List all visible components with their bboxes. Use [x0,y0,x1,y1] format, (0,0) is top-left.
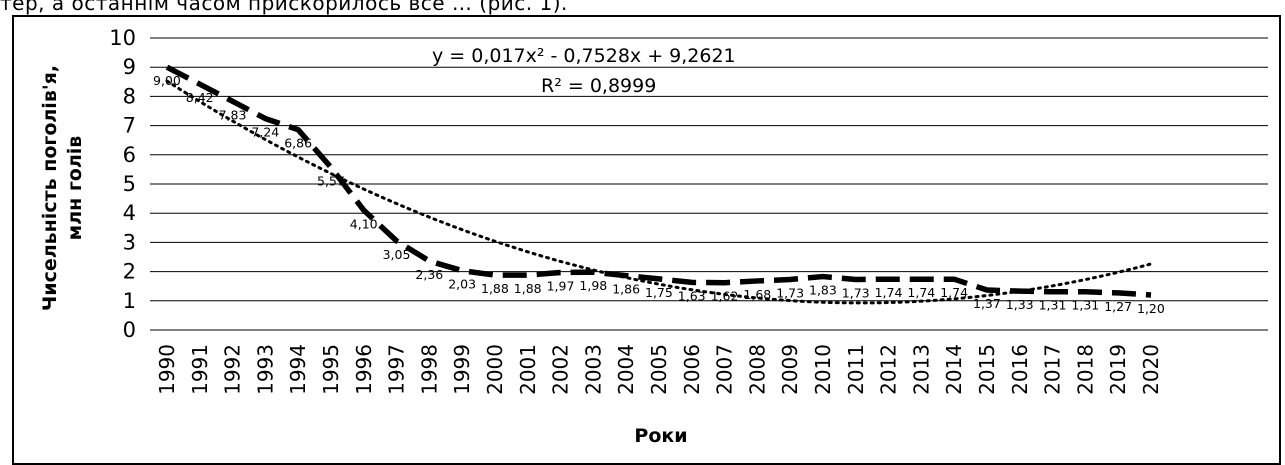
y-tick-label: 7 [123,114,136,138]
x-tick-label: 1997 [385,344,409,395]
y-axis-title-line1: Чисельність поголів'я, [39,65,61,311]
trendline-r-squared: R² = 0,8999 [541,75,656,97]
x-tick-label: 2010 [811,344,835,395]
x-tick-label: 2000 [483,344,507,395]
data-label: 7,83 [219,107,247,122]
data-label: 1,75 [645,285,673,300]
x-tick-label: 2011 [844,344,868,395]
data-label: 1,73 [776,285,804,300]
x-tick-label: 1991 [188,344,212,395]
data-label: 1,88 [514,281,542,296]
y-tick-label: 9 [123,55,136,79]
data-label: 1,74 [875,285,903,300]
data-label: 6,86 [284,136,312,151]
y-tick-label: 0 [123,318,136,342]
x-tick-label: 2005 [647,344,671,395]
x-tick-label: 2003 [581,344,605,395]
data-label: 1,86 [612,282,640,297]
data-label: 1,62 [711,289,739,304]
x-axis-title: Роки [634,425,687,447]
data-label: 1,33 [1006,297,1034,312]
x-tick-label: 2004 [614,344,638,395]
x-tick-label: 1994 [286,344,310,395]
x-tick-label: 2008 [745,344,769,395]
y-tick-label: 1 [123,289,136,313]
data-label: 1,68 [743,287,771,302]
data-label: 1,31 [1039,298,1067,313]
data-label: 1,74 [940,285,968,300]
x-tick-label: 1993 [253,344,277,395]
data-label: 4,10 [350,216,378,231]
x-tick-label: 2012 [877,344,901,395]
x-tick-label: 2020 [1139,344,1163,395]
data-label: 7,24 [251,125,279,140]
data-label: 1,74 [907,285,935,300]
y-tick-label: 2 [123,260,136,284]
data-label: 1,37 [973,296,1001,311]
x-axis-ticks: 1990 1991 1992 1993 1994 1995 1996 1997 1998 1999… [155,344,1163,395]
data-label: 9,00 [153,73,181,88]
data-label: 3,05 [383,247,411,262]
grid-lines [150,37,1268,331]
x-tick-label: 2019 [1106,344,1130,395]
data-label: 5,57 [317,173,345,188]
x-tick-label: 1995 [319,344,343,395]
x-tick-label: 1998 [417,344,441,395]
y-tick-label: 4 [123,201,136,225]
data-label: 8,42 [186,90,214,105]
data-label: 1,83 [809,283,837,298]
x-tick-label: 1999 [450,344,474,395]
x-tick-label: 1996 [352,344,376,395]
x-tick-label: 2015 [975,344,999,395]
x-tick-label: 2007 [713,344,737,395]
data-label: 1,63 [678,288,706,303]
data-label: 1,27 [1104,299,1132,314]
trendline-path [165,79,1153,305]
data-label: 2,03 [448,277,476,292]
x-tick-label: 2002 [549,344,573,395]
x-tick-label: 1992 [221,344,245,395]
data-label: 1,20 [1137,301,1165,316]
data-label: 1,97 [547,278,575,293]
y-tick-label: 5 [123,172,136,196]
data-label: 1,88 [481,281,509,296]
trendline-equation: y = 0,017x² - 0,7528x + 9,2621 [432,45,736,67]
y-tick-label: 8 [123,84,136,108]
data-label: 1,73 [842,285,870,300]
trendline-layer [165,79,1153,305]
y-tick-label: 6 [123,143,136,167]
y-tick-label: 10 [109,26,136,50]
x-tick-label: 2017 [1041,344,1065,395]
y-axis-title-line2: млн голів [64,136,86,241]
x-tick-label: 2006 [680,344,704,395]
series-line [165,64,1152,298]
x-tick-label: 2016 [1008,344,1032,395]
y-tick-label: 3 [123,230,136,254]
x-tick-label: 2014 [942,344,966,395]
data-label: 1,98 [579,278,607,293]
x-tick-label: 1990 [155,344,179,395]
x-tick-label: 2018 [1073,344,1097,395]
caption-text: тер, а останнім часом прискорилось все …… [0,0,568,15]
data-labels: 9,00 8,42 7,83 7,24 6,86 5,57 4,10 3,05 2,36 2,03… [153,73,1165,316]
series-layer [165,64,1152,298]
y-axis-ticks: 0 1 2 3 4 5 6 7 8 9 10 [109,26,136,342]
data-label: 1,31 [1071,298,1099,313]
x-tick-label: 2013 [909,344,933,395]
data-label: 2,36 [415,267,443,282]
x-tick-label: 2009 [778,344,802,395]
x-tick-label: 2001 [516,344,540,395]
